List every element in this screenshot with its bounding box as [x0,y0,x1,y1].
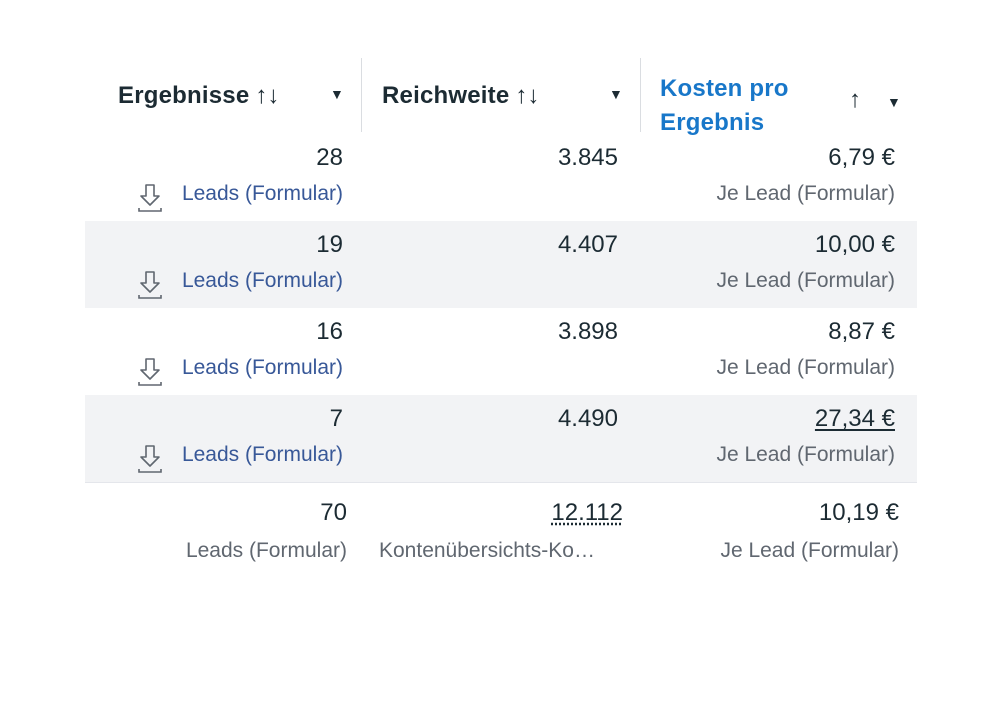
results-table: Ergebnisse ↑↓ ▼ Reichweite ↑↓ ▼ Kosten p… [85,58,917,575]
total-reach-type: Kontenübersichts-Ko… [379,539,595,562]
download-icon[interactable] [137,444,163,474]
cost-value: 8,87 € [828,318,895,345]
divider [85,482,917,483]
results-type-link[interactable]: Leads (Formular) [181,356,343,379]
results-value: 28 [316,144,343,171]
results-value: 16 [316,318,343,345]
caret-down-icon[interactable]: ▼ [330,86,344,102]
sort-arrows-icon[interactable]: ↑↓ [255,82,280,109]
cost-value: 6,79 € [828,144,895,171]
table-header: Ergebnisse ↑↓ ▼ Reichweite ↑↓ ▼ Kosten p… [85,58,917,136]
reach-value: 3.845 [557,144,618,171]
column-divider[interactable] [361,58,362,132]
cost-value-link[interactable]: 27,34 € [814,405,895,432]
summary-row: 70 Leads (Formular) 12.112 Kontenübersic… [85,483,917,575]
reach-value: 3.898 [557,318,618,345]
total-results-value: 70 [320,499,347,526]
table-row: 16 Leads (Formular) 3.898 8,87 € Je Lead… [85,308,917,395]
column-header-cost-per-result[interactable]: Kosten pro Ergebnis ↑ ▼ [660,58,917,136]
column-title: Ergebnisse [118,82,250,109]
sort-up-icon[interactable]: ↑ [849,86,861,113]
total-cost-type: Je Lead (Formular) [720,539,899,562]
column-title-line1: Kosten pro [660,75,789,102]
results-value: 19 [316,231,343,258]
cost-type: Je Lead (Formular) [716,443,895,466]
sort-arrows-icon[interactable]: ↑↓ [515,82,540,109]
cost-type: Je Lead (Formular) [716,356,895,379]
total-results-type: Leads (Formular) [185,539,347,562]
total-reach-value[interactable]: 12.112 [551,499,623,526]
column-title-wrap: Kosten pro Ergebnis [660,72,789,138]
results-type-link[interactable]: Leads (Formular) [181,182,343,205]
results-value: 7 [329,405,343,432]
caret-down-icon[interactable]: ▼ [609,86,623,102]
column-title: Reichweite [382,82,510,109]
table-row: 7 Leads (Formular) 4.490 27,34 € Je Lead… [85,395,917,482]
column-header-reach[interactable]: Reichweite ↑↓ ▼ [382,58,644,134]
column-divider[interactable] [640,58,641,132]
results-type-link[interactable]: Leads (Formular) [181,269,343,292]
reach-value: 4.490 [557,405,618,432]
results-type-link[interactable]: Leads (Formular) [181,443,343,466]
reach-value: 4.407 [557,231,618,258]
download-icon[interactable] [137,270,163,300]
cost-value: 10,00 € [814,231,895,258]
cost-type: Je Lead (Formular) [716,269,895,292]
table-row: 28 Leads (Formular) 3.845 6,79 € Je Lead… [85,134,917,221]
total-cost-value: 10,19 € [818,499,899,526]
table-row: 19 Leads (Formular) 4.407 10,00 € Je Lea… [85,221,917,308]
cost-type: Je Lead (Formular) [716,182,895,205]
download-icon[interactable] [137,183,163,213]
download-icon[interactable] [137,357,163,387]
column-title-line2: Ergebnis [660,109,765,136]
caret-down-icon[interactable]: ▼ [887,94,901,110]
column-header-results[interactable]: Ergebnisse ↑↓ ▼ [118,58,398,134]
